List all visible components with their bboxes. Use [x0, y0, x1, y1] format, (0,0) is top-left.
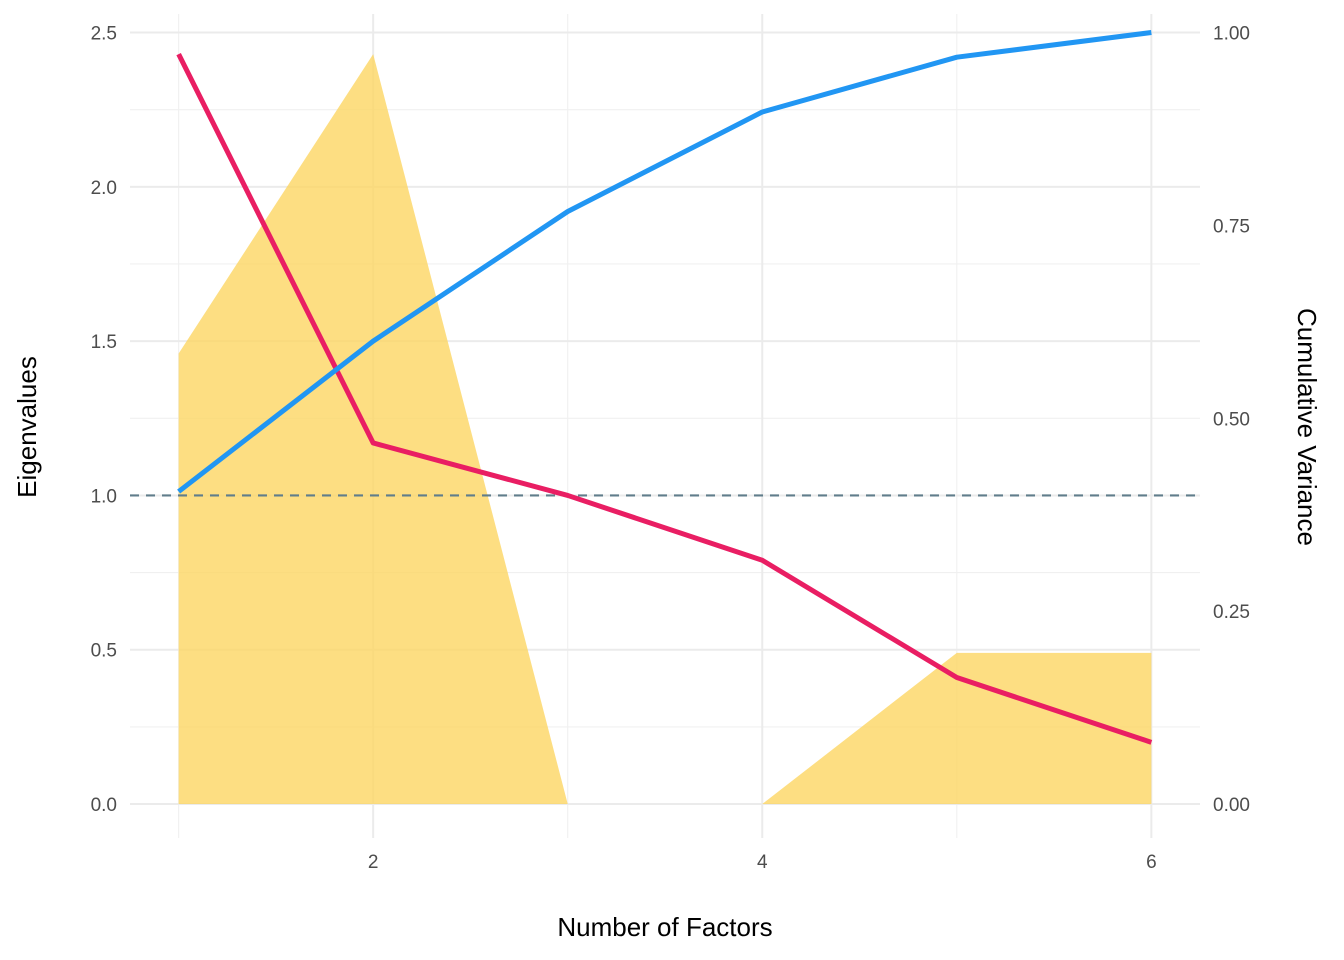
y2-axis-title: Cumulative Variance	[1292, 308, 1322, 546]
y2-tick-label: 0.50	[1213, 409, 1250, 430]
line-series-2	[177, 30, 1152, 494]
x-tick-labels: 2 4 6	[368, 852, 1157, 873]
y2-tick-labels: 0.00 0.25 0.50 0.75 1.00	[1213, 24, 1250, 817]
y-tick-label: 2.5	[91, 24, 117, 45]
x-axis-title: Number of Factors	[557, 912, 772, 942]
area-series	[178, 54, 1152, 805]
y2-tick-label: 0.25	[1213, 602, 1250, 623]
y2-tick-label: 0.00	[1213, 795, 1250, 816]
y-tick-label: 2.0	[91, 178, 117, 199]
area-series-0	[178, 54, 1152, 805]
line-series-1	[176, 53, 1153, 745]
x-tick-label: 2	[368, 852, 379, 873]
y-tick-labels: 0.0 0.5 1.0 1.5 2.0 2.5	[91, 24, 117, 817]
y-tick-label: 1.0	[91, 486, 117, 507]
y-tick-label: 0.5	[91, 641, 117, 662]
y-tick-label: 0.0	[91, 795, 117, 816]
y-tick-label: 1.5	[91, 332, 117, 353]
x-tick-label: 6	[1146, 852, 1157, 873]
y2-tick-label: 0.75	[1213, 216, 1250, 237]
y-axis-title: Eigenvalues	[12, 356, 42, 498]
line-series	[176, 30, 1153, 745]
y2-tick-label: 1.00	[1213, 24, 1250, 45]
x-tick-label: 4	[757, 852, 768, 873]
